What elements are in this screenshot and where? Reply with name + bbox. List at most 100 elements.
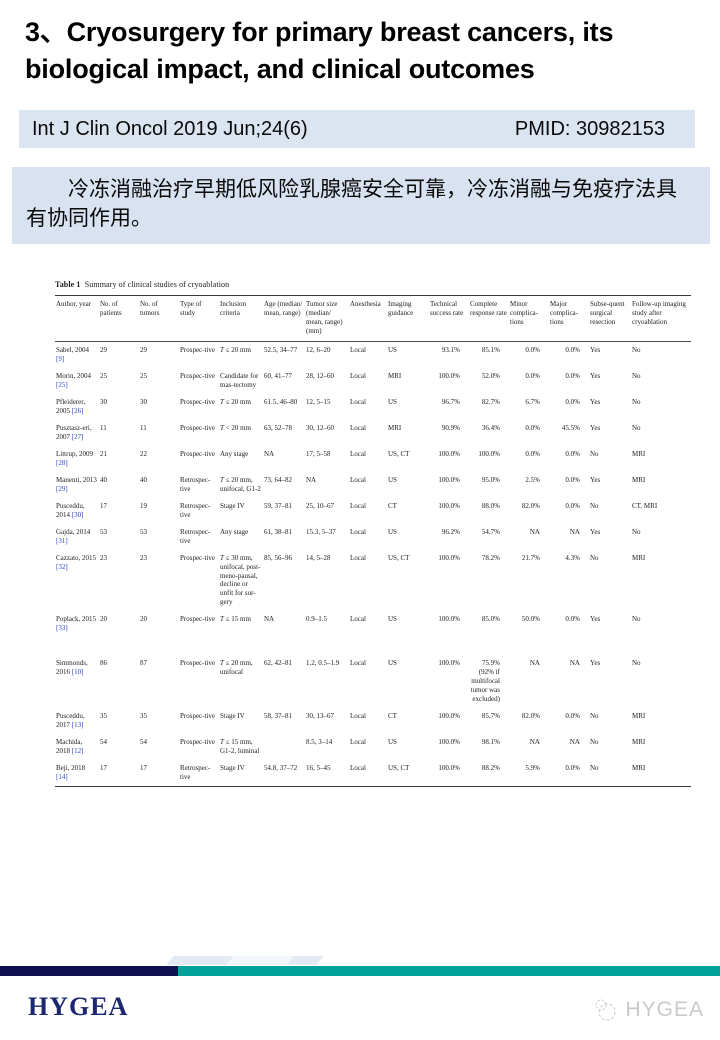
footer-bar-navy-segment xyxy=(0,966,178,976)
table-cell: 17 xyxy=(100,763,107,772)
table-cell: No xyxy=(632,424,641,433)
author-year: Sabel, 2004 xyxy=(56,346,90,355)
table-cell: Yes xyxy=(590,398,601,407)
table-header-cell: Subse-quent surgical resection xyxy=(589,295,631,343)
table-cell: US, CT xyxy=(388,450,410,458)
table-cell: Local xyxy=(350,527,366,536)
table-cell: Prospec-tive xyxy=(180,737,215,746)
table-cell: Stage IV xyxy=(220,763,245,772)
table-cell: 54 xyxy=(140,737,147,746)
table-cell: 35 xyxy=(140,712,147,721)
table-cell: 73, 64–82 xyxy=(264,475,292,484)
table-cell: Local xyxy=(350,501,366,510)
author-year: Beji, 2018 xyxy=(56,763,86,772)
author-year: Pfleiderer, 2005 xyxy=(56,398,86,416)
table-cell: Yes xyxy=(590,615,601,624)
table-cell: 78.2% xyxy=(481,553,500,562)
table-row: Cazzato, 2015 [32] 23 23 Prospec-tive T ≤ 30… xyxy=(55,550,691,612)
table-cell: Prospec-tive xyxy=(180,372,215,381)
reference-number: [26] xyxy=(71,407,84,416)
table-cell: Yes xyxy=(590,346,601,355)
table-cell: 0.0% xyxy=(565,712,580,721)
reference-number: [29] xyxy=(56,484,68,493)
table-cell: T ≤ 15 mm xyxy=(220,615,251,624)
table-cell: 30, 12–60 xyxy=(306,424,334,433)
table-cell: 100.0% xyxy=(438,712,460,721)
table-cell: No xyxy=(590,763,599,772)
table-cell: No xyxy=(632,372,641,381)
table-cell: MRI xyxy=(632,475,646,484)
author-cell: Manenti, 2013 [29] xyxy=(55,472,99,498)
table-cell: NA xyxy=(569,659,580,668)
table-cell: 16, 5–45 xyxy=(306,763,331,772)
reference-number: [32] xyxy=(56,562,68,571)
table-cell: No xyxy=(590,450,599,458)
table-cell: 93.1% xyxy=(441,346,460,355)
reference-number: [12] xyxy=(71,746,84,755)
author-cell: Simmonds, 2016 [10] xyxy=(55,637,99,708)
table-cell: NA xyxy=(264,615,275,624)
reference-number: [28] xyxy=(56,458,68,467)
table-cell: 85.0% xyxy=(481,615,500,624)
table-cell: 36.4% xyxy=(481,424,500,433)
table-cell: 0.0% xyxy=(565,372,580,381)
table-cell: NA xyxy=(529,737,540,746)
table-cell: CT xyxy=(388,501,397,510)
table-header-cell: Author, year xyxy=(55,295,99,343)
author-cell: Beji, 2018 [14] xyxy=(55,760,99,786)
table-cell: 25 xyxy=(140,372,147,381)
table-cell: Prospec-tive xyxy=(180,398,215,407)
table-cell: Prospec-tive xyxy=(180,615,215,624)
table-cell: NA xyxy=(264,450,275,458)
table-cell: US, CT xyxy=(388,553,410,562)
table-cell: 100.0% xyxy=(438,659,460,668)
author-cell: Pusceddu, 2017 [13] xyxy=(55,708,99,734)
table-cell: Yes xyxy=(590,659,601,668)
table-cell: No xyxy=(632,659,641,668)
table-cell: Stage IV xyxy=(220,501,245,510)
table-cell: 52.0% xyxy=(481,372,500,381)
table-cell: 59, 37–81 xyxy=(264,501,292,510)
table-cell: Local xyxy=(350,737,366,746)
table-cell: T ≤ 20 mm, unifocal, G1-2 xyxy=(220,475,261,493)
table-cell: US, CT xyxy=(388,763,410,772)
table-cell: 22 xyxy=(140,450,147,458)
table-header-cell: Technical success rate xyxy=(429,295,469,343)
author-cell: Sabel, 2004 [9] xyxy=(55,342,99,368)
table-cell: Local xyxy=(350,372,366,381)
footer-decoration-light xyxy=(226,956,294,965)
author-year: Poplack, 2015 xyxy=(56,615,97,624)
table-cell: Prospec-tive xyxy=(180,424,215,433)
table-cell: 88.2% xyxy=(481,763,500,772)
table-cell: 62, 42–81 xyxy=(264,659,292,668)
table-cell: 0.9–1.5 xyxy=(306,615,327,624)
table-cell: 87 xyxy=(140,659,147,668)
table-row: Pusceddu, 2014 [30] 17 19 Retrospec-tive Sta… xyxy=(55,498,691,524)
table-row: Littrup, 2009 [28] 21 22 Prospec-tive Any st… xyxy=(55,446,691,472)
reference-number: [31] xyxy=(56,536,68,545)
table-row: Sabel, 2004 [9] 29 29 Prospec-tive T ≤ 20 mm… xyxy=(55,342,691,368)
author-year: Gajda, 2014 xyxy=(56,527,91,536)
table-row: Pusztasz-eri, 2007 [27] 11 11 Prospec-tive T… xyxy=(55,420,691,446)
reference-number: [9] xyxy=(56,355,65,364)
table-cell: 11 xyxy=(140,424,147,433)
table-cell: 0.0% xyxy=(565,475,580,484)
table-cell: 8.5, 3–14 xyxy=(306,737,333,746)
table-cell: No xyxy=(632,346,641,355)
table-cell: MRI xyxy=(632,712,646,721)
table-cell: 88.0% xyxy=(481,501,500,510)
hygea-logo: HYGEA xyxy=(28,992,129,1021)
table-cell: No xyxy=(632,527,641,536)
table-cell: 14, 5–28 xyxy=(306,553,331,562)
table-cell: 0.0% xyxy=(565,398,580,407)
table-cell: 100.0% xyxy=(438,615,460,624)
table-cell: 19 xyxy=(140,501,147,510)
table-cell xyxy=(263,734,305,760)
table-header-cell: Type of study xyxy=(179,295,219,343)
journal-citation: Int J Clin Oncol 2019 Jun;24(6) xyxy=(32,117,308,140)
table-cell: Retrospec-tive xyxy=(180,475,211,493)
table-cell: Local xyxy=(350,398,366,407)
table-cell: 17 xyxy=(100,501,107,510)
table-header-cell: Tumor size (median/ mean, range) (mm) xyxy=(305,295,349,343)
table-cell: 0.0% xyxy=(565,763,580,772)
